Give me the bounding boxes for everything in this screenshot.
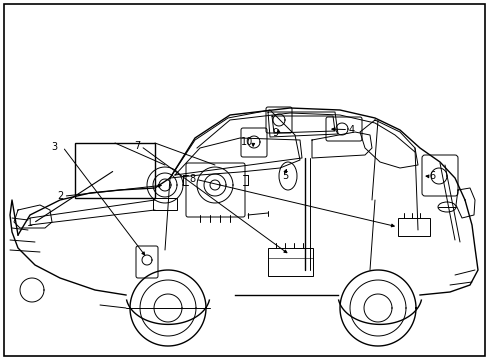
Bar bbox=[397, 218, 429, 236]
Text: 10: 10 bbox=[241, 137, 253, 147]
Text: 1: 1 bbox=[27, 218, 33, 228]
Bar bbox=[153, 198, 177, 210]
Text: 6: 6 bbox=[428, 171, 435, 181]
Bar bbox=[267, 248, 312, 276]
Text: 3: 3 bbox=[51, 142, 58, 152]
Text: 4: 4 bbox=[347, 125, 354, 135]
Text: 7: 7 bbox=[134, 141, 141, 151]
Text: 8: 8 bbox=[189, 174, 195, 184]
Text: 5: 5 bbox=[282, 171, 288, 181]
Bar bbox=[75, 143, 155, 198]
Text: 9: 9 bbox=[272, 128, 278, 138]
Text: 2: 2 bbox=[57, 191, 63, 201]
